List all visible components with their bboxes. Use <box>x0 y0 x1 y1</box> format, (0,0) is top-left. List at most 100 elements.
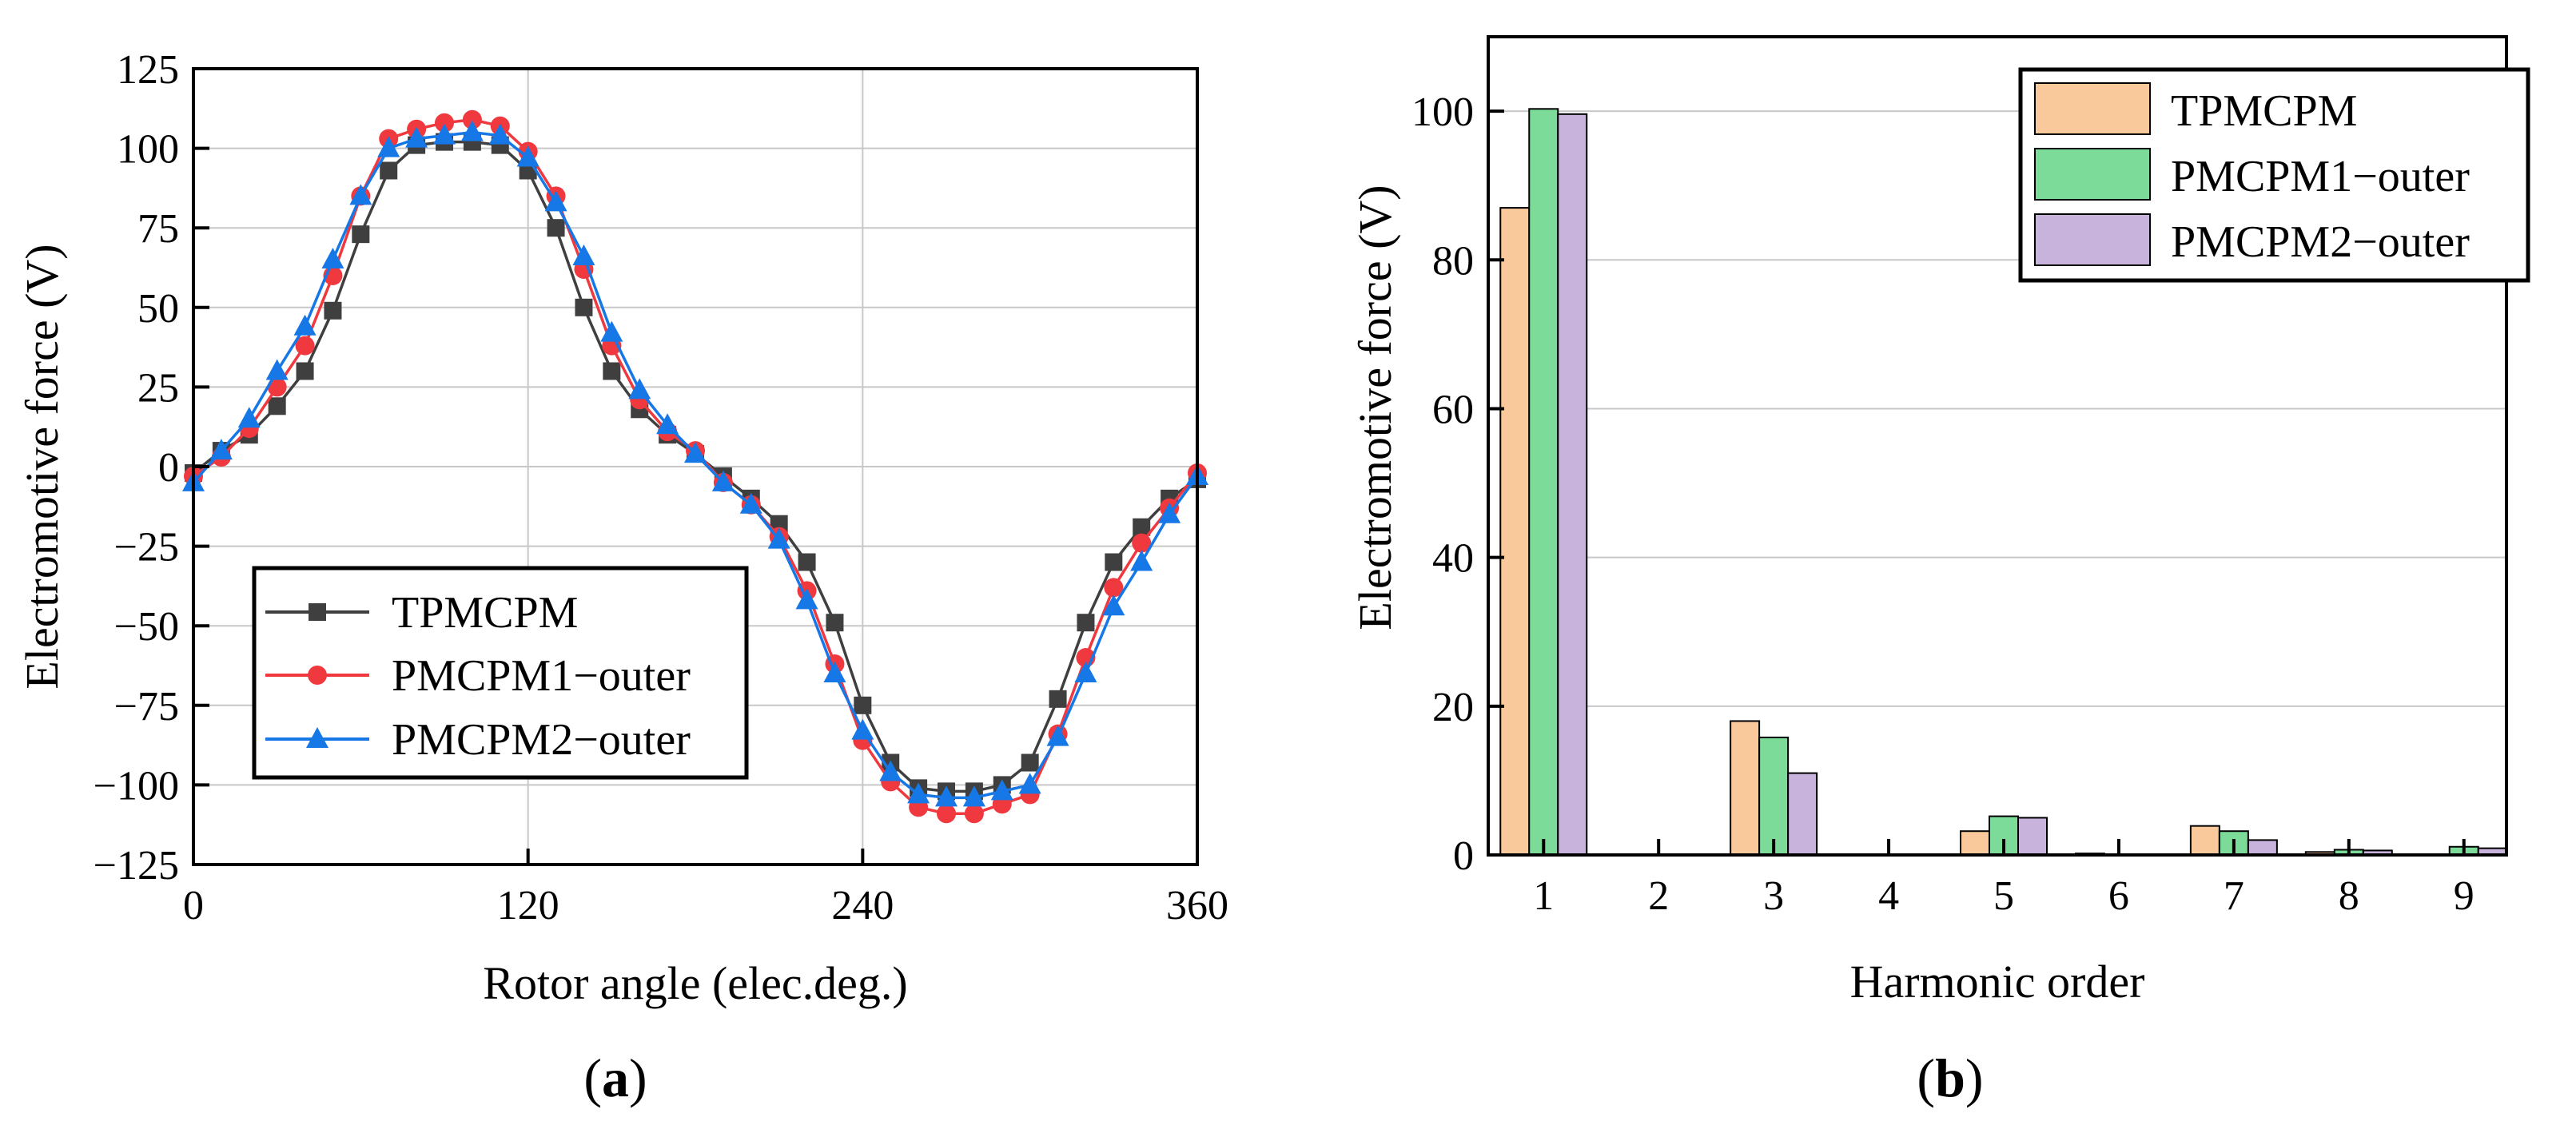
bar-tpmcpm-h1 <box>1499 207 1531 857</box>
y-tick-label-a: 75 <box>137 206 179 252</box>
data-point-triangle-a <box>656 413 679 435</box>
legend-label-tpmcpm-a: TPMCPM <box>392 588 578 638</box>
data-point-circle-a <box>295 336 315 356</box>
caption-a: (a) <box>583 1048 647 1108</box>
y-tick-label-a: 0 <box>158 445 179 491</box>
bars-b <box>1499 108 2508 857</box>
y-tick-label-a: −25 <box>114 525 179 570</box>
data-point-triangle-a <box>879 760 902 781</box>
y-tick-labels-a: 125 100 75 50 25 0 −25 −50 −75 −100 −125 <box>94 47 179 889</box>
caption-b: (b) <box>1917 1048 1983 1108</box>
data-point-triangle-a <box>600 320 623 342</box>
y-tick-label-a: 50 <box>137 286 179 332</box>
data-point-triangle-a <box>209 439 233 460</box>
legend-label-tpmcpm-b: TPMCPM <box>2171 86 2357 136</box>
y-tick-label-a: 25 <box>137 365 179 411</box>
y-tick-label-b: 40 <box>1432 536 1474 582</box>
data-point-triangle-a <box>684 442 707 463</box>
data-point-triangle-a <box>293 314 317 336</box>
x-tick-label-b: 9 <box>2454 873 2474 919</box>
data-point-square-a <box>1133 518 1151 536</box>
caption-letter-b: b <box>1935 1048 1965 1108</box>
y-tick-label-b: 100 <box>1411 89 1474 135</box>
legend-swatch-pmcpm2-b <box>2034 213 2151 266</box>
data-point-square-a <box>854 696 872 714</box>
caption-letter-a: a <box>602 1048 629 1108</box>
y-tick-label-a: −50 <box>114 604 179 650</box>
y-tick-label-b: 60 <box>1432 387 1474 432</box>
legend-swatch-pmcpm1-b <box>2034 148 2151 201</box>
y-axis-label-a: Electromotive force (V) <box>16 244 68 689</box>
x-tick-label-a: 360 <box>1166 883 1228 928</box>
data-point-triangle-a <box>823 661 846 682</box>
data-point-square-a <box>1077 614 1095 632</box>
data-point-square-a <box>547 219 565 237</box>
data-point-square-a <box>380 161 398 180</box>
tick-marks-b <box>1488 109 2466 857</box>
line-chart-panel-a: 125 100 75 50 25 0 −25 −50 −75 −100 −125 0 120 240 36… <box>16 47 1228 1108</box>
y-tick-label-a: 125 <box>117 47 179 93</box>
data-point-triangle-a <box>516 145 539 167</box>
y-tick-label-a: −125 <box>94 843 179 889</box>
data-point-triangle-a <box>935 785 958 807</box>
x-tick-label-b: 5 <box>1993 873 2014 919</box>
data-point-triangle-a <box>265 359 289 380</box>
tick-marks-a <box>192 67 1199 866</box>
data-point-triangle-a <box>433 123 456 145</box>
data-point-square-a <box>296 362 314 380</box>
legend-marker-square-a <box>309 603 326 621</box>
data-point-triangle-a <box>488 123 512 145</box>
bar-pmcpm2-h7 <box>2247 839 2278 857</box>
data-point-triangle-a <box>907 782 930 804</box>
x-tick-label-b: 2 <box>1648 873 1669 919</box>
data-point-square-a <box>1021 753 1039 772</box>
x-axis-label-b: Harmonic order <box>1850 956 2145 1008</box>
data-point-triangle-a <box>572 244 595 266</box>
data-point-square-a <box>798 553 816 571</box>
data-point-square-a <box>324 301 342 320</box>
data-point-square-a <box>826 614 844 632</box>
plot-frame-b <box>1487 35 2508 857</box>
y-tick-label-b: 0 <box>1453 833 1474 879</box>
bar-pmcpm1-h1 <box>1528 108 1559 857</box>
x-tick-label-b: 1 <box>1533 873 1554 919</box>
data-point-circle-a <box>1132 533 1152 553</box>
bar-tpmcpm-h7 <box>2189 825 2220 857</box>
data-point-square-a <box>603 362 621 380</box>
x-tick-labels-b: 1 2 3 4 5 6 7 8 9 <box>1533 873 2474 919</box>
y-tick-label-a: −75 <box>114 684 179 729</box>
data-point-triangle-a <box>544 190 567 212</box>
data-point-circle-a <box>937 804 956 824</box>
data-point-triangle-a <box>460 120 484 141</box>
bar-pmcpm2-h5 <box>2017 817 2048 856</box>
bar-tpmcpm-h3 <box>1730 720 1761 856</box>
data-point-triangle-a <box>1074 661 1097 682</box>
data-point-square-a <box>268 397 286 415</box>
x-tick-label-b: 4 <box>1878 873 1899 919</box>
x-tick-label-a: 0 <box>183 883 204 928</box>
bar-pmcpm2-h1 <box>1557 113 1588 856</box>
legend-swatch-tpmcpm-b <box>2034 82 2151 135</box>
data-point-triangle-a <box>1018 773 1041 794</box>
data-point-square-a <box>352 225 370 244</box>
legend-marker-circle-a <box>308 666 327 685</box>
data-point-square-a <box>1049 690 1067 708</box>
data-point-triangle-a <box>851 718 874 740</box>
legend-label-pmcpm2-a: PMCPM2−outer <box>392 715 691 765</box>
data-point-circle-a <box>435 113 454 133</box>
data-point-triangle-a <box>1046 725 1069 746</box>
data-point-circle-a <box>267 377 287 397</box>
data-point-triangle-a <box>767 527 790 549</box>
legend-label-pmcpm2-b: PMCPM2−outer <box>2171 217 2470 267</box>
data-point-triangle-a <box>711 470 735 491</box>
data-point-triangle-a <box>1102 594 1125 616</box>
x-axis-label-a: Rotor angle (elec.deg.) <box>483 957 907 1009</box>
x-tick-label-a: 240 <box>831 883 894 928</box>
legend-box-a <box>252 566 749 780</box>
y-tick-label-a: 100 <box>117 127 179 173</box>
legend-a: TPMCPM PMCPM1−outer PMCPM2−outer <box>252 566 749 780</box>
x-tick-label-a: 120 <box>497 883 559 928</box>
data-point-triangle-a <box>962 785 985 807</box>
data-point-square-a <box>1105 553 1123 571</box>
